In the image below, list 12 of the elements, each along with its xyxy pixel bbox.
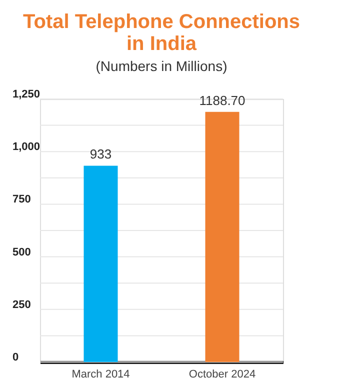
y-tick-label: 250: [12, 298, 31, 311]
y-tick-label: 1,250: [12, 88, 40, 100]
chart-title: Total Telephone Connections in India: [22, 11, 300, 55]
chart-subtitle: (Numbers in Millions): [96, 58, 228, 74]
y-tick-label: 500: [12, 246, 31, 258]
y-tick-label: 0: [12, 352, 19, 364]
data-label: 1188.70: [199, 92, 246, 108]
y-tick-label: 750: [12, 194, 31, 206]
x-tick-label: October 2024: [188, 368, 256, 380]
x-tick-label: March 2014: [72, 368, 130, 380]
data-label: 933: [90, 146, 112, 162]
y-tick-label: 1,000: [12, 141, 40, 154]
